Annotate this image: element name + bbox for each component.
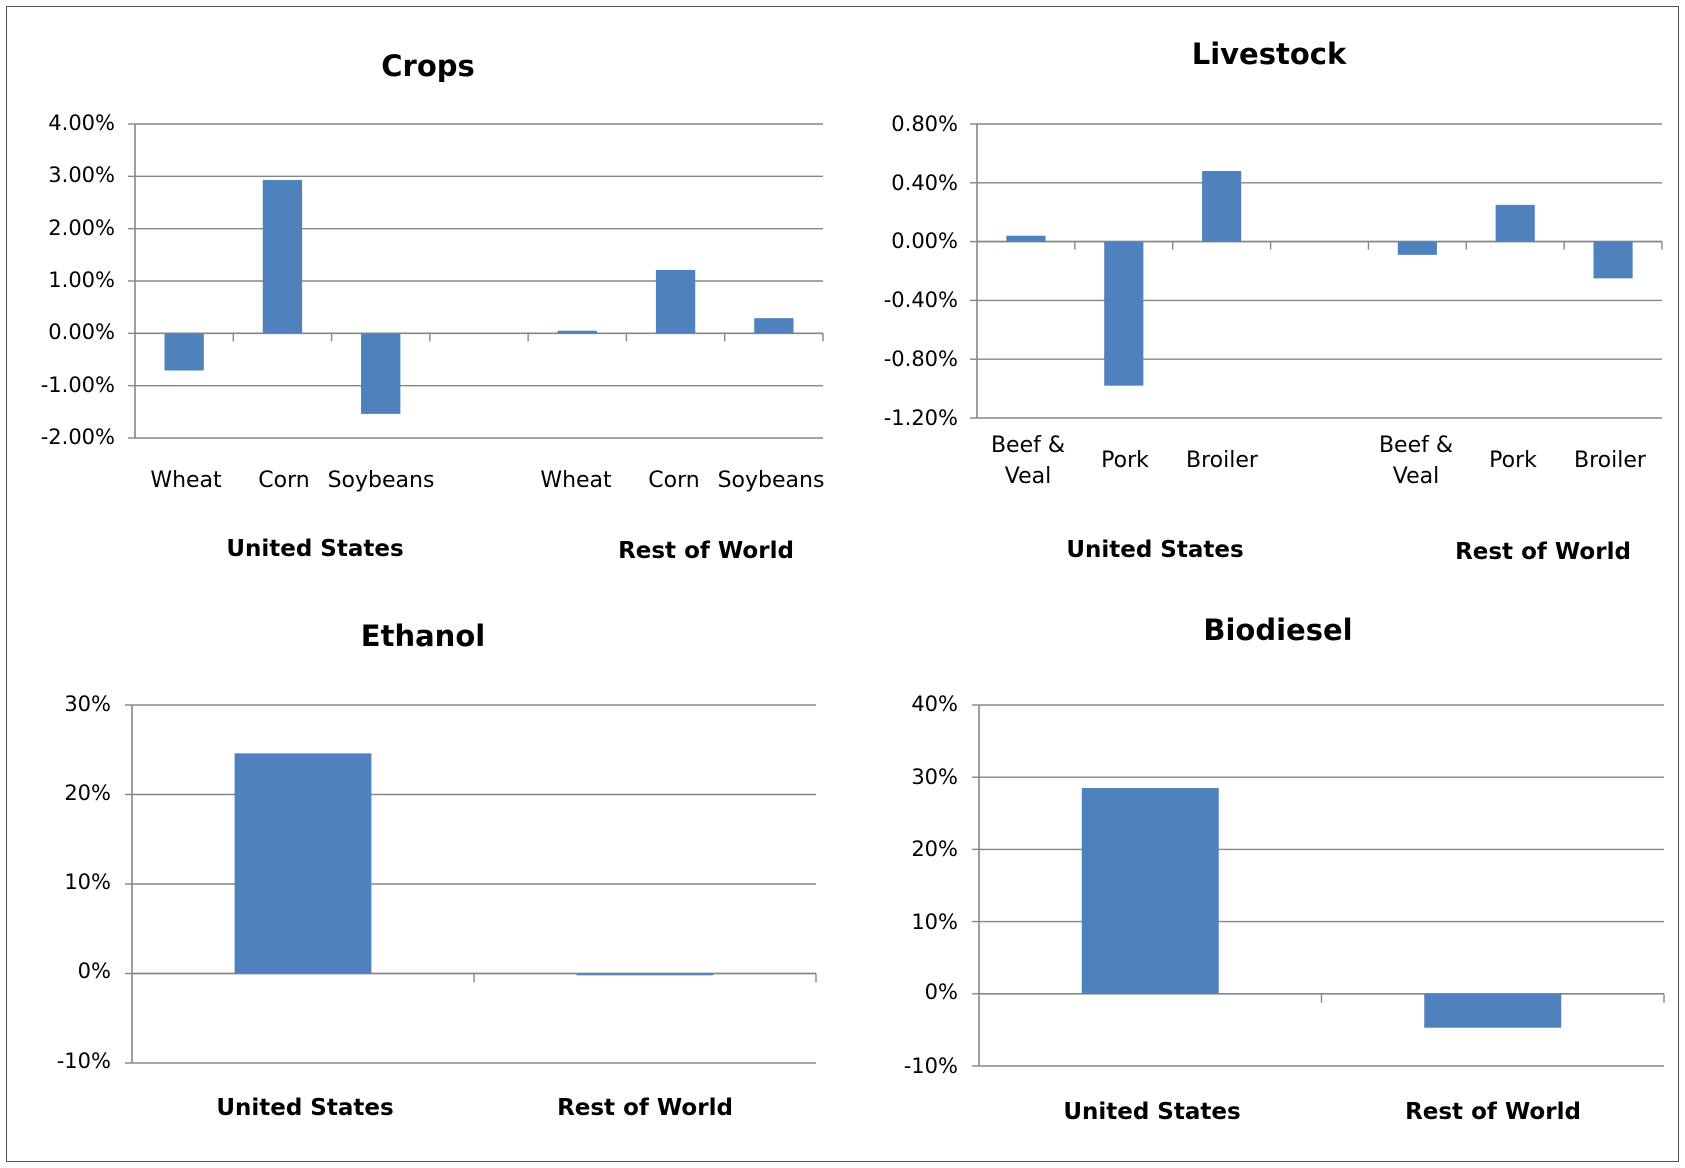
- chart-title-crops: Crops: [381, 49, 475, 83]
- group-label-rest-of-world: Rest of World: [1455, 539, 1631, 565]
- chart-crops: Crops 4.00% 3.00% 2.00% 1.00% 0.00% -1.0…: [41, 49, 825, 564]
- y-tick-label: 0%: [78, 959, 111, 983]
- x-category-label: Soybeans: [328, 468, 435, 493]
- bar: [576, 973, 714, 976]
- bar: [164, 333, 204, 371]
- y-tick-label: 20%: [911, 837, 958, 861]
- bar: [1202, 171, 1242, 242]
- chart-title-ethanol: Ethanol: [361, 619, 485, 653]
- x-category-label: Pork: [1489, 448, 1537, 473]
- bar: [1495, 204, 1535, 242]
- x-category-label: Corn: [648, 468, 699, 493]
- y-tick-label: 10%: [911, 910, 958, 934]
- x-category-label: Rest of World: [557, 1095, 733, 1121]
- chart-ethanol: Ethanol 30% 20% 10% 0% -10% United State…: [57, 619, 817, 1121]
- bar: [557, 330, 597, 334]
- x-category-label: Corn: [258, 468, 309, 493]
- chart-livestock: Livestock 0.80% 0.40% 0.00% -0.40% -0.80…: [884, 37, 1663, 565]
- y-tick-label: 1.00%: [48, 268, 115, 292]
- bar: [1593, 241, 1633, 279]
- y-tick-label: 0.00%: [48, 320, 115, 344]
- y-tick-label: 40%: [911, 692, 958, 716]
- y-tick-label: 3.00%: [48, 163, 115, 187]
- bar: [262, 179, 303, 334]
- y-tick-label: -0.40%: [884, 288, 958, 312]
- y-tick-label: -0.80%: [884, 347, 958, 371]
- chart-biodiesel: Biodiesel 40% 30% 20% 10% 0% -10% United…: [904, 613, 1665, 1125]
- y-tick-label: -1.00%: [41, 373, 115, 397]
- bar: [1424, 993, 1562, 1028]
- x-category-label: United States: [1063, 1099, 1240, 1125]
- chart-title-biodiesel: Biodiesel: [1203, 613, 1352, 647]
- bar: [1006, 235, 1046, 242]
- bar: [1104, 241, 1144, 386]
- x-category-label: Rest of World: [1405, 1099, 1581, 1125]
- y-tick-label: 30%: [64, 692, 111, 716]
- x-category-label: United States: [216, 1095, 393, 1121]
- y-tick-label: 0.40%: [891, 171, 958, 195]
- x-category-label: Pork: [1101, 448, 1149, 473]
- group-label-united-states: United States: [226, 536, 403, 562]
- x-category-label: Broiler: [1186, 448, 1259, 473]
- x-category-label: Wheat: [150, 468, 222, 493]
- x-category-label: Beef & Veal: [1379, 433, 1453, 489]
- chart-title-livestock: Livestock: [1192, 37, 1347, 71]
- y-tick-label: -2.00%: [41, 425, 115, 449]
- y-tick-label: 0%: [925, 980, 958, 1004]
- bar: [1081, 788, 1219, 994]
- x-category-label: Broiler: [1574, 448, 1647, 473]
- y-tick-label: -10%: [57, 1049, 111, 1073]
- y-tick-label: 30%: [911, 765, 958, 789]
- bar: [754, 318, 794, 334]
- x-category-label: Wheat: [540, 468, 612, 493]
- y-tick-label: 10%: [64, 870, 111, 894]
- y-tick-label: 0.80%: [891, 112, 958, 136]
- bar: [655, 270, 696, 334]
- bar: [1397, 241, 1437, 255]
- group-label-rest-of-world: Rest of World: [618, 538, 794, 564]
- x-category-label: Beef & Veal: [991, 433, 1065, 489]
- y-tick-label: 0.00%: [891, 229, 958, 253]
- group-label-united-states: United States: [1066, 537, 1243, 563]
- x-category-label: Soybeans: [718, 468, 825, 493]
- y-tick-label: 2.00%: [48, 216, 115, 240]
- y-tick-label: 4.00%: [48, 111, 115, 135]
- bar: [361, 333, 401, 414]
- y-tick-label: 20%: [64, 781, 111, 805]
- bar: [234, 753, 372, 974]
- y-tick-label: -10%: [904, 1054, 958, 1078]
- y-tick-label: -1.20%: [884, 406, 958, 430]
